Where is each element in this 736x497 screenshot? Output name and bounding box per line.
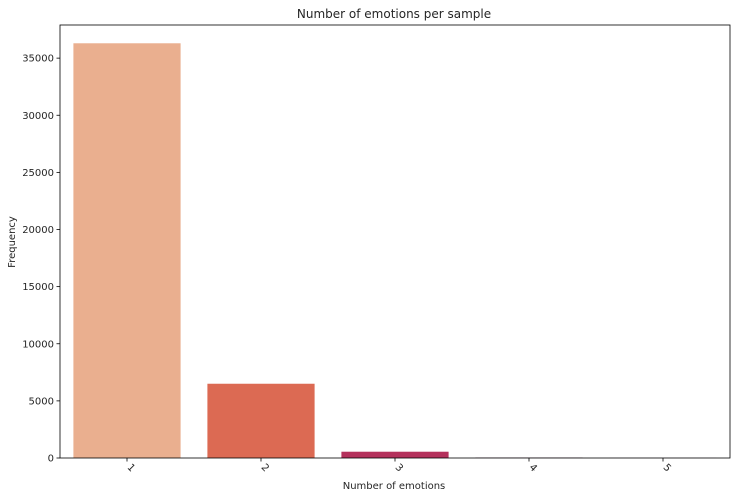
y-axis-label: Frequency <box>7 216 18 268</box>
y-tick-label: 10000 <box>22 339 54 350</box>
y-tick-label: 35000 <box>22 54 54 65</box>
bar-1 <box>73 43 181 458</box>
y-tick-label: 0 <box>48 454 54 465</box>
bar-3 <box>341 451 449 458</box>
y-tick-label: 5000 <box>29 396 54 407</box>
y-tick-label: 15000 <box>22 282 54 293</box>
bar-2 <box>207 383 315 458</box>
y-ticks-group: 0 5000 10000 15000 20000 25000 30000 35000 <box>22 54 60 465</box>
plot-frame <box>59 24 731 459</box>
x-axis-label: Number of emotions <box>343 481 446 492</box>
y-tick-label: 20000 <box>22 225 54 236</box>
bars-group <box>73 43 717 458</box>
y-tick-label: 25000 <box>22 168 54 179</box>
chart-title: Number of emotions per sample <box>297 7 491 21</box>
y-tick-label: 30000 <box>22 111 54 122</box>
